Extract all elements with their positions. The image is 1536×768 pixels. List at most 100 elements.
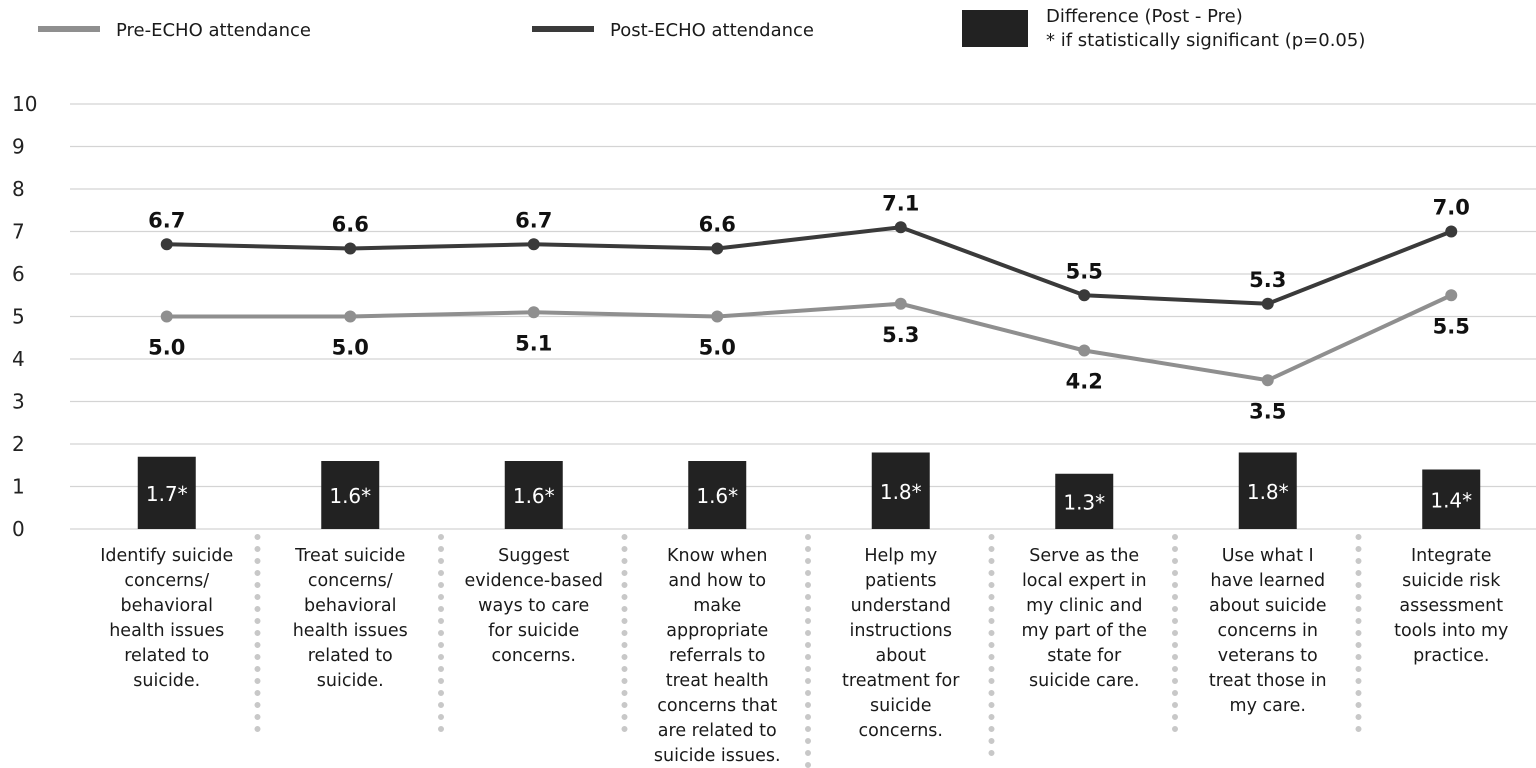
y-tick-label: 5 bbox=[12, 305, 25, 329]
difference-bar bbox=[1422, 469, 1481, 529]
category-label-line: Suggest bbox=[498, 546, 569, 566]
post-echo-point bbox=[711, 242, 724, 255]
legend-diff-label-line2: * if statistically significant (p=0.05) bbox=[1046, 30, 1365, 51]
y-tick-label: 4 bbox=[12, 347, 25, 371]
category-label-line: treatment for bbox=[842, 671, 960, 691]
category-label-line: treat those in bbox=[1209, 671, 1327, 691]
category-label-line: related to bbox=[308, 646, 393, 666]
pre-echo-value-label: 4.2 bbox=[1066, 370, 1103, 394]
category-label-line: Identify suicide bbox=[100, 546, 233, 566]
difference-bar bbox=[871, 452, 930, 529]
y-tick-label: 2 bbox=[12, 432, 25, 456]
series-points bbox=[160, 221, 1458, 387]
y-tick-label: 7 bbox=[12, 220, 25, 244]
category-label-line: and how to bbox=[668, 571, 766, 591]
category-label-line: about suicide bbox=[1209, 596, 1326, 616]
post-echo-point bbox=[160, 238, 173, 251]
category-labels: Identify suicide concerns/behavioral healt… bbox=[100, 546, 1508, 766]
category-label-line: understand bbox=[851, 596, 951, 616]
series-lines bbox=[166, 225, 1453, 383]
category-label-line: patients bbox=[865, 571, 936, 591]
pre-echo-point bbox=[160, 310, 173, 323]
category-label-line: Integrate bbox=[1411, 546, 1492, 566]
category-label-line: Treat suicide bbox=[294, 546, 405, 566]
difference-bar bbox=[137, 456, 196, 529]
category-label-line: behavioral bbox=[121, 596, 213, 616]
category-label-line: state for bbox=[1047, 646, 1122, 666]
category-label-line: make bbox=[693, 596, 741, 616]
difference-bar-label: 1.3* bbox=[1063, 490, 1105, 514]
category-label-line: are related to bbox=[658, 721, 777, 741]
category-label-line: Serve as the bbox=[1029, 546, 1139, 566]
category-label-line: health issues bbox=[109, 621, 224, 641]
category-label-line: behavioral bbox=[304, 596, 396, 616]
y-tick-label: 0 bbox=[12, 517, 25, 541]
pre-echo-value-label: 5.3 bbox=[882, 323, 919, 347]
category-label-line: health issues bbox=[293, 621, 408, 641]
post-echo-point bbox=[1261, 297, 1274, 310]
category-label-line: my care. bbox=[1230, 696, 1306, 716]
post-echo-value-label: 6.7 bbox=[148, 208, 185, 232]
category-label: Help my patients understand instructions abo… bbox=[842, 546, 960, 741]
category-label-line: practice. bbox=[1413, 646, 1489, 666]
category-label-line: Help my bbox=[864, 546, 937, 566]
legend-pre-swatch bbox=[38, 26, 100, 32]
post-echo-value-label: 6.6 bbox=[699, 213, 736, 237]
category-label-line: suicide. bbox=[317, 671, 384, 691]
post-echo-value-label: 7.0 bbox=[1433, 196, 1470, 220]
difference-bar bbox=[688, 461, 747, 529]
category-label-line: veterans to bbox=[1218, 646, 1318, 666]
pre-echo-point bbox=[344, 310, 357, 323]
category-label: Integrate suicide risk assessment tools int… bbox=[1394, 546, 1508, 666]
post-echo-line bbox=[166, 225, 1452, 306]
difference-bar bbox=[1055, 473, 1114, 529]
category-label-line: Use what I bbox=[1222, 546, 1314, 566]
category-label-line: appropriate bbox=[666, 621, 768, 641]
pre-echo-value-label: 5.0 bbox=[699, 336, 736, 360]
category-label-line: concerns/ bbox=[124, 571, 209, 591]
category-label-line: concerns. bbox=[492, 646, 576, 666]
difference-bar bbox=[1238, 452, 1297, 529]
category-label-line: suicide. bbox=[133, 671, 200, 691]
category-label-line: related to bbox=[124, 646, 209, 666]
category-separators bbox=[254, 534, 1362, 768]
category-label-line: about bbox=[876, 646, 927, 666]
y-tick-label: 3 bbox=[12, 390, 25, 414]
difference-bar-label: 1.8* bbox=[1247, 480, 1289, 504]
category-label-line: Know when bbox=[667, 546, 767, 566]
difference-bar-label: 1.8* bbox=[880, 480, 922, 504]
difference-bar-label: 1.4* bbox=[1430, 488, 1472, 512]
category-label-line: suicide risk bbox=[1402, 571, 1501, 591]
category-label-line: instructions bbox=[850, 621, 952, 641]
post-echo-point bbox=[1445, 225, 1458, 238]
category-label: Know when and how to make appropriate referr… bbox=[654, 546, 781, 766]
category-label: Serve as the local expert in my clinic and… bbox=[1021, 546, 1147, 691]
category-label: Treat suicide concerns/behavioral health i… bbox=[293, 546, 408, 691]
category-label: Use what I have learned about suicide conce… bbox=[1209, 546, 1327, 716]
pre-echo-value-label: 5.1 bbox=[515, 331, 552, 355]
legend: Pre-ECHO attendance Post-ECHO attendance… bbox=[38, 6, 1365, 51]
category-label: Suggest evidence-based ways to care for sui… bbox=[465, 546, 603, 666]
category-label-line: my part of the bbox=[1021, 621, 1147, 641]
category-label-line: suicide bbox=[870, 696, 931, 716]
difference-bars: 1.7* 1.6* 1.6* 1.6* 1.8* 1.3* 1.8* 1.4* bbox=[137, 452, 1481, 529]
category-label: Identify suicide concerns/behavioral healt… bbox=[100, 546, 233, 691]
category-label-line: have learned bbox=[1210, 571, 1325, 591]
value-labels: 6.7 6.6 6.7 6.6 7.1 5.5 5.3 7.0 5.0 5.0 5.1 5.0 5.3 4… bbox=[148, 191, 1470, 423]
pre-echo-line bbox=[166, 293, 1453, 383]
category-label-line: evidence-based bbox=[465, 571, 603, 591]
post-echo-value-label: 5.3 bbox=[1249, 268, 1286, 292]
pre-echo-value-label: 3.5 bbox=[1249, 399, 1286, 423]
category-label-line: tools into my bbox=[1394, 621, 1508, 641]
category-label-line: for suicide bbox=[488, 621, 579, 641]
post-echo-point bbox=[344, 242, 357, 255]
pre-echo-point bbox=[527, 306, 540, 319]
difference-bar bbox=[321, 461, 380, 529]
pre-echo-point bbox=[1445, 289, 1458, 302]
post-echo-value-label: 6.6 bbox=[332, 213, 369, 237]
y-tick-label: 10 bbox=[12, 92, 37, 116]
pre-echo-value-label: 5.0 bbox=[332, 336, 369, 360]
y-tick-label: 6 bbox=[12, 262, 25, 286]
category-label-line: concerns in bbox=[1218, 621, 1318, 641]
